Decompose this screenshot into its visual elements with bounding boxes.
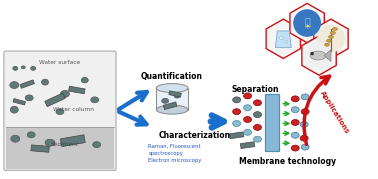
Ellipse shape xyxy=(311,52,314,55)
Ellipse shape xyxy=(330,32,335,34)
Ellipse shape xyxy=(174,94,180,98)
Text: Applications: Applications xyxy=(319,90,350,135)
Bar xyxy=(229,132,244,139)
Ellipse shape xyxy=(254,112,262,118)
Ellipse shape xyxy=(254,136,262,142)
Ellipse shape xyxy=(291,145,299,151)
Ellipse shape xyxy=(42,79,48,85)
Ellipse shape xyxy=(291,107,299,113)
Ellipse shape xyxy=(156,84,188,92)
Ellipse shape xyxy=(45,139,55,146)
Ellipse shape xyxy=(60,90,70,97)
Ellipse shape xyxy=(279,36,283,39)
Ellipse shape xyxy=(300,122,308,127)
Text: ☀: ☀ xyxy=(304,23,311,32)
Polygon shape xyxy=(324,50,331,61)
Text: Membrane technology: Membrane technology xyxy=(239,157,336,166)
Ellipse shape xyxy=(254,100,262,106)
Ellipse shape xyxy=(317,25,345,53)
Ellipse shape xyxy=(21,66,25,69)
Ellipse shape xyxy=(243,93,251,99)
Ellipse shape xyxy=(233,109,241,115)
Ellipse shape xyxy=(293,9,321,37)
Ellipse shape xyxy=(332,28,338,30)
Text: Separation: Separation xyxy=(232,86,279,95)
Ellipse shape xyxy=(291,120,299,125)
Ellipse shape xyxy=(81,77,88,83)
Bar xyxy=(240,142,255,149)
Text: Quantification: Quantification xyxy=(141,72,203,81)
Bar xyxy=(31,145,49,152)
Bar xyxy=(68,86,85,94)
Bar xyxy=(20,80,34,88)
Ellipse shape xyxy=(25,95,33,101)
Bar xyxy=(169,91,181,97)
Ellipse shape xyxy=(310,51,326,60)
Polygon shape xyxy=(314,19,348,59)
Ellipse shape xyxy=(300,135,308,141)
Ellipse shape xyxy=(301,94,309,100)
Ellipse shape xyxy=(285,41,288,43)
Bar xyxy=(6,127,113,169)
Ellipse shape xyxy=(305,42,333,69)
Bar xyxy=(156,88,188,110)
Polygon shape xyxy=(275,31,291,48)
Bar xyxy=(13,99,25,105)
Ellipse shape xyxy=(291,96,299,102)
Bar xyxy=(60,135,85,147)
Ellipse shape xyxy=(13,66,18,70)
Ellipse shape xyxy=(254,124,262,130)
Bar xyxy=(45,93,65,107)
Text: 〰: 〰 xyxy=(304,16,310,26)
Ellipse shape xyxy=(91,97,99,103)
Text: Raman, Fluorescent
spectroscopy
Electron microscopy: Raman, Fluorescent spectroscopy Electron… xyxy=(148,144,202,163)
Polygon shape xyxy=(266,19,301,59)
Ellipse shape xyxy=(27,132,35,138)
Text: Water column: Water column xyxy=(53,107,93,112)
Ellipse shape xyxy=(324,43,330,46)
Ellipse shape xyxy=(233,97,241,103)
Ellipse shape xyxy=(233,120,241,126)
Text: Characterization: Characterization xyxy=(158,131,230,140)
Bar xyxy=(163,102,177,110)
Bar xyxy=(265,94,279,151)
Ellipse shape xyxy=(328,35,333,38)
Ellipse shape xyxy=(56,109,64,115)
Polygon shape xyxy=(302,36,336,75)
Ellipse shape xyxy=(10,106,18,113)
Ellipse shape xyxy=(93,142,101,148)
Ellipse shape xyxy=(301,109,309,115)
Ellipse shape xyxy=(11,135,20,142)
Ellipse shape xyxy=(327,39,332,42)
FancyBboxPatch shape xyxy=(4,51,116,170)
Ellipse shape xyxy=(31,66,36,70)
Ellipse shape xyxy=(301,144,309,150)
Text: Sediment: Sediment xyxy=(51,142,79,147)
Ellipse shape xyxy=(10,82,19,89)
Text: Water surface: Water surface xyxy=(39,60,81,65)
Ellipse shape xyxy=(243,129,251,135)
Ellipse shape xyxy=(162,98,169,103)
Ellipse shape xyxy=(291,132,299,138)
Ellipse shape xyxy=(156,105,188,114)
Ellipse shape xyxy=(243,105,251,111)
Ellipse shape xyxy=(243,117,251,122)
Polygon shape xyxy=(290,3,324,43)
